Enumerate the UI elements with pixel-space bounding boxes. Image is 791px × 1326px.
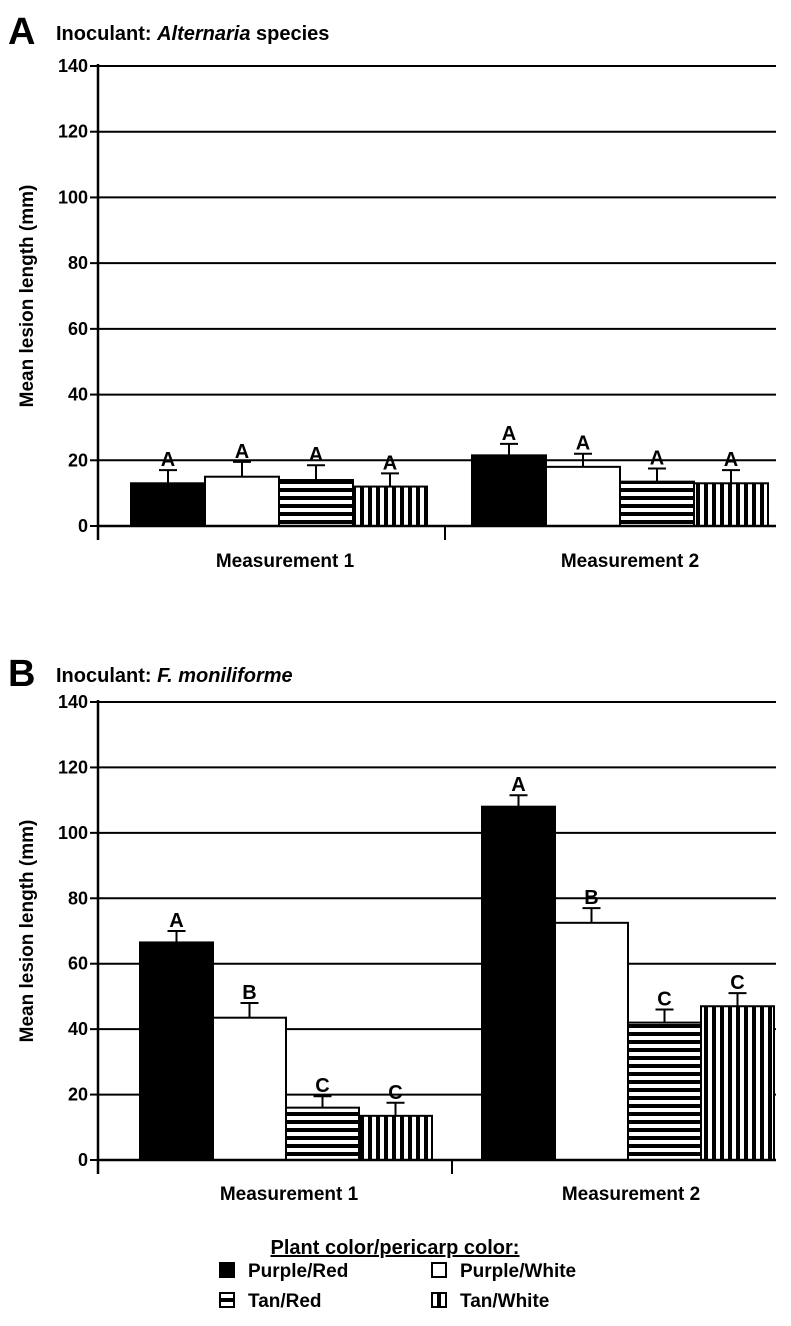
legend-item-purple-white: Purple/White <box>431 1261 576 1282</box>
significance-label: C <box>730 972 744 994</box>
significance-label: C <box>657 989 671 1011</box>
legend-item-tan-white: Tan/White <box>431 1291 549 1312</box>
y-axis-label: Mean lesion length (mm) <box>17 185 38 408</box>
bar-purple-white-m2 <box>545 465 621 528</box>
significance-label: A <box>576 433 590 455</box>
legend-label: Purple/White <box>460 1261 576 1282</box>
significance-label: A <box>235 441 249 463</box>
y-tick-label: 0 <box>78 1150 88 1170</box>
y-tick-label: 60 <box>68 954 88 974</box>
y-tick-label: 40 <box>68 385 88 405</box>
y-tick-label: 140 <box>58 56 88 76</box>
significance-label: B <box>584 887 598 909</box>
bar-purple-white-m1 <box>212 1016 287 1162</box>
bar-tan-red-m1 <box>278 479 354 527</box>
y-tick-label: 100 <box>58 187 88 207</box>
significance-label: A <box>161 449 175 471</box>
panel-letter: A <box>8 11 35 53</box>
bar-tan-white-m1 <box>358 1114 433 1161</box>
y-tick-label: 20 <box>68 450 88 470</box>
legend-label: Purple/Red <box>248 1261 348 1282</box>
bar-purple-white-m1 <box>204 475 280 528</box>
bar-purple-red-m2 <box>471 454 547 528</box>
legend-title: Plant color/pericarp color: <box>271 1237 520 1259</box>
x-category-label: Measurement 2 <box>562 1184 700 1205</box>
bar-purple-red-m1 <box>130 482 206 527</box>
bar-tan-red-m2 <box>619 480 695 527</box>
y-axis-label: Mean lesion length (mm) <box>17 820 38 1043</box>
y-tick-label: 120 <box>58 757 88 777</box>
significance-label: B <box>242 982 256 1004</box>
x-category-label: Measurement 1 <box>220 1184 359 1205</box>
legend-item-purple-red: Purple/Red <box>219 1261 348 1282</box>
bar-tan-white-m2 <box>700 1005 775 1161</box>
x-category-label: Measurement 2 <box>561 551 699 572</box>
bar-purple-white-m2 <box>554 921 629 1161</box>
bar-tan-red-m2 <box>627 1021 702 1161</box>
chart-title: Inoculant: F. moniliforme <box>56 665 293 687</box>
panel-letter: B <box>8 653 35 695</box>
y-tick-label: 20 <box>68 1085 88 1105</box>
legend-swatch <box>219 1262 235 1278</box>
y-tick-label: 40 <box>68 1019 88 1039</box>
legend-item-tan-red: Tan/Red <box>219 1291 322 1312</box>
y-tick-label: 120 <box>58 122 88 142</box>
y-tick-label: 60 <box>68 319 88 339</box>
y-tick-label: 80 <box>68 888 88 908</box>
legend-label: Tan/White <box>460 1291 549 1312</box>
significance-label: C <box>388 1082 402 1104</box>
bar-purple-red-m2 <box>481 805 556 1162</box>
panel-a: A Inoculant: Alternaria species 0 20 40 60 80 1… <box>8 11 776 572</box>
bar-tan-white-m2 <box>693 482 769 527</box>
x-category-label: Measurement 1 <box>216 551 355 572</box>
significance-label: A <box>502 423 516 445</box>
legend: Plant color/pericarp color:Purple/Red Pur… <box>219 1237 576 1312</box>
y-tick-label: 80 <box>68 253 88 273</box>
significance-label: A <box>169 910 183 932</box>
y-tick-label: 100 <box>58 823 88 843</box>
y-tick-label: 140 <box>58 692 88 712</box>
bar-tan-white-m1 <box>352 485 428 528</box>
panel-b: B Inoculant: F. moniliforme 0 20 40 60 80 100 12… <box>8 653 776 1205</box>
bar-purple-red-m1 <box>139 941 214 1162</box>
significance-label: C <box>315 1075 329 1097</box>
y-tick-label: 0 <box>78 516 88 536</box>
legend-label: Tan/Red <box>248 1291 322 1312</box>
bar-tan-red-m1 <box>285 1106 360 1161</box>
significance-label: A <box>724 449 738 471</box>
significance-label: A <box>383 452 397 474</box>
chart-title: Inoculant: Alternaria species <box>56 23 329 45</box>
legend-swatch <box>431 1262 447 1278</box>
significance-label: A <box>650 448 664 470</box>
significance-label: A <box>309 444 323 466</box>
significance-label: A <box>511 774 525 796</box>
